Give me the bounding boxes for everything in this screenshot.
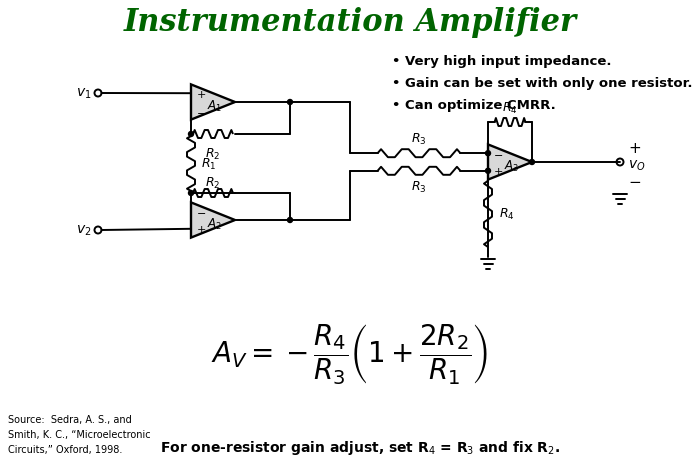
Circle shape	[529, 160, 535, 165]
Text: $-$: $-$	[196, 106, 206, 117]
Text: $R_3$: $R_3$	[411, 180, 427, 194]
Text: $-$: $-$	[628, 173, 641, 188]
Text: $R_1$: $R_1$	[201, 156, 216, 172]
Text: • Gain can be set with only one resistor.: • Gain can be set with only one resistor…	[392, 77, 692, 90]
Polygon shape	[191, 85, 235, 120]
Circle shape	[188, 132, 193, 137]
Text: $v_2$: $v_2$	[76, 223, 91, 238]
Text: $-$: $-$	[493, 149, 503, 159]
Text: Instrumentation Amplifier: Instrumentation Amplifier	[123, 6, 577, 38]
Text: $+$: $+$	[196, 88, 206, 100]
Text: $v_1$: $v_1$	[76, 87, 91, 101]
Text: $R_3$: $R_3$	[411, 132, 427, 147]
Text: $R_2$: $R_2$	[205, 147, 220, 162]
Text: $R_4$: $R_4$	[502, 100, 518, 116]
Circle shape	[288, 218, 293, 223]
Circle shape	[288, 100, 293, 105]
Text: • Very high input impedance.: • Very high input impedance.	[392, 56, 612, 69]
Polygon shape	[191, 203, 235, 238]
Text: $+$: $+$	[196, 224, 206, 235]
Text: $v_O$: $v_O$	[628, 158, 645, 173]
Text: $R_4$: $R_4$	[499, 207, 514, 222]
Text: $A_2$: $A_2$	[207, 216, 223, 231]
Text: $R_2$: $R_2$	[205, 175, 220, 191]
Text: $-$: $-$	[196, 207, 206, 217]
Polygon shape	[488, 145, 532, 180]
Circle shape	[486, 151, 491, 156]
Text: $A_1$: $A_1$	[207, 98, 223, 113]
Text: $A_V = -\dfrac{R_4}{R_3}\left(1+\dfrac{2R_2}{R_1}\right)$: $A_V = -\dfrac{R_4}{R_3}\left(1+\dfrac{2…	[211, 322, 489, 386]
Text: $A_3$: $A_3$	[505, 158, 519, 173]
Text: $+$: $+$	[493, 166, 503, 177]
Circle shape	[188, 191, 193, 196]
Circle shape	[486, 169, 491, 174]
Text: For one-resistor gain adjust, set R$_4$ = R$_3$ and fix R$_2$.: For one-resistor gain adjust, set R$_4$ …	[160, 438, 560, 456]
Text: • Can optimize CMRR.: • Can optimize CMRR.	[392, 99, 556, 112]
Text: Source:  Sedra, A. S., and
Smith, K. C., “Microelectronic
Circuits,” Oxford, 199: Source: Sedra, A. S., and Smith, K. C., …	[8, 414, 150, 454]
Text: $+$: $+$	[628, 141, 641, 156]
